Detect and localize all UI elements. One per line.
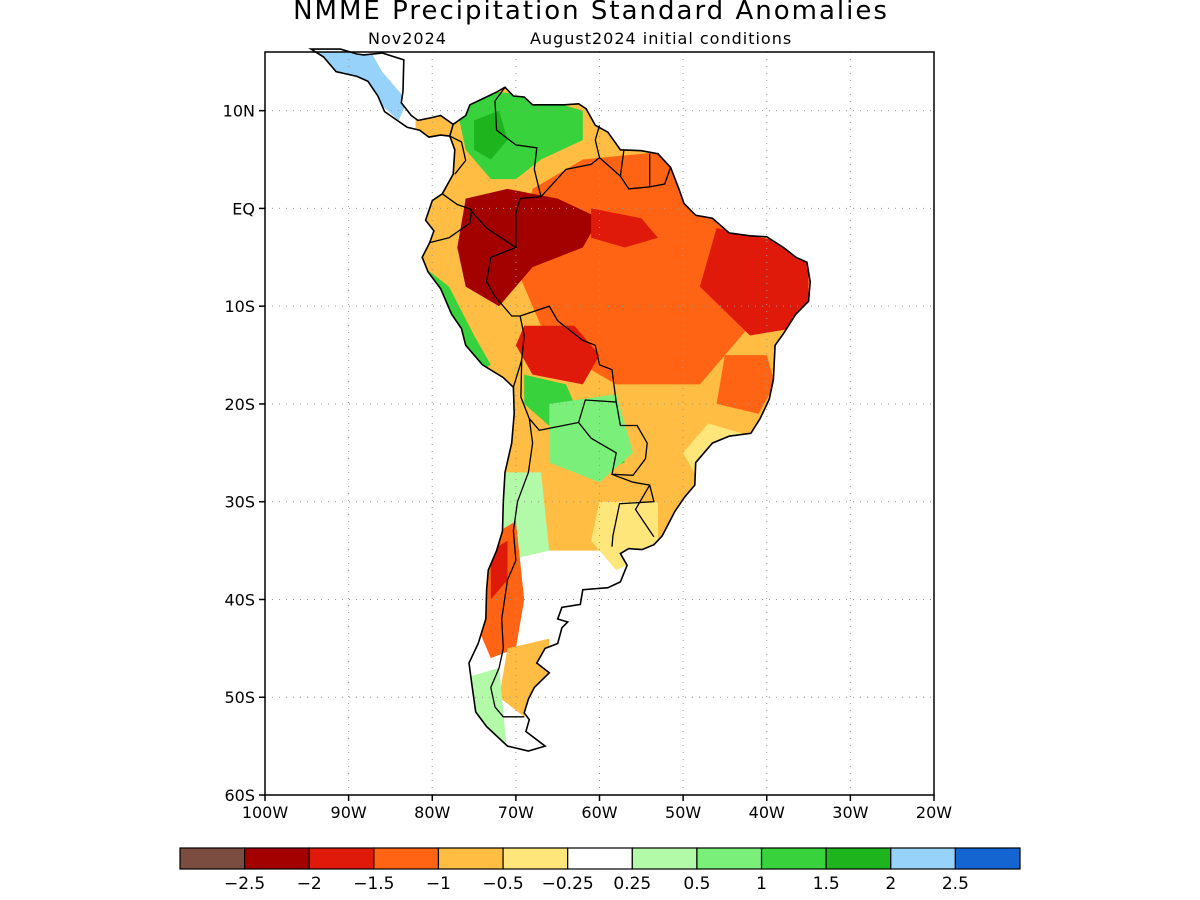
lon-tick-label: 70W [498, 803, 534, 822]
colorbar-label: −0.25 [542, 874, 594, 894]
longitude-axis: 100W 90W 80W 70W 60W 50W 40W 30W 20W [242, 795, 952, 822]
colorbar-label: 0.5 [683, 874, 710, 894]
colorbar-swatch [437, 847, 504, 870]
colorbar: −2.5 −2 −1.5 −1 −0.5 −0.25 0.25 0.5 1 1.5 2 2.5 [179, 847, 1021, 894]
anomaly-patch [716, 355, 776, 414]
colorbar-label: 0.25 [613, 874, 651, 894]
country-borders [429, 86, 672, 718]
colorbar-label: −0.5 [482, 874, 523, 894]
anomaly-patch [515, 325, 600, 385]
colorbar-label: −2.5 [224, 874, 265, 894]
lat-tick-label: 60S [224, 786, 255, 805]
lat-lon-grid [265, 52, 934, 795]
colorbar-label: 2 [885, 874, 896, 894]
lon-tick-label: 30W [832, 803, 868, 822]
lon-tick-label: 40W [749, 803, 785, 822]
colorbar-swatch [179, 847, 246, 870]
anomaly-patch [591, 208, 658, 248]
lat-tick-label: 20S [224, 395, 255, 414]
colorbar-label: 2.5 [942, 874, 969, 894]
lat-tick-label: 30S [224, 493, 255, 512]
lat-tick-label: 10S [224, 297, 255, 316]
lon-tick-label: 90W [331, 803, 367, 822]
colorbar-label: −2 [297, 874, 322, 894]
map-title: NMME Precipitation Standard Anomalies [293, 0, 889, 26]
lat-tick-label: 40S [224, 590, 255, 609]
colorbar-swatch [825, 847, 892, 870]
colorbar-swatch [954, 847, 1021, 870]
colorbar-swatch [502, 847, 569, 870]
colorbar-label: 1.5 [813, 874, 840, 894]
anomaly-patch [699, 228, 809, 336]
lat-tick-label: 50S [224, 688, 255, 707]
colorbar-label: −1 [426, 874, 451, 894]
anomaly-patch [457, 188, 600, 307]
colorbar-label: 1 [756, 874, 767, 894]
colorbar-swatch [696, 847, 763, 870]
latitude-axis: 10N EQ 10S 20S 30S 40S 50S 60S [223, 102, 265, 805]
lat-tick-label: 10N [223, 102, 255, 121]
lon-tick-label: 20W [916, 803, 952, 822]
lon-tick-label: 80W [414, 803, 450, 822]
colorbar-swatch [308, 847, 375, 870]
colorbar-swatch [890, 847, 956, 870]
colorbar-swatch [373, 847, 440, 870]
colorbar-swatch [760, 847, 827, 870]
lon-tick-label: 60W [581, 803, 617, 822]
colorbar-swatch [244, 847, 310, 870]
lon-tick-label: 100W [242, 803, 289, 822]
lat-tick-label: EQ [232, 199, 255, 218]
colorbar-swatch [567, 847, 633, 870]
colorbar-label: −1.5 [353, 874, 394, 894]
target-month-label: Nov2024 [368, 29, 447, 48]
continent-coastline [308, 48, 812, 752]
colorbar-swatch [631, 847, 698, 870]
anomaly-patch [474, 110, 508, 160]
lon-tick-label: 50W [665, 803, 701, 822]
initial-conditions-label: August2024 initial conditions [530, 29, 793, 48]
